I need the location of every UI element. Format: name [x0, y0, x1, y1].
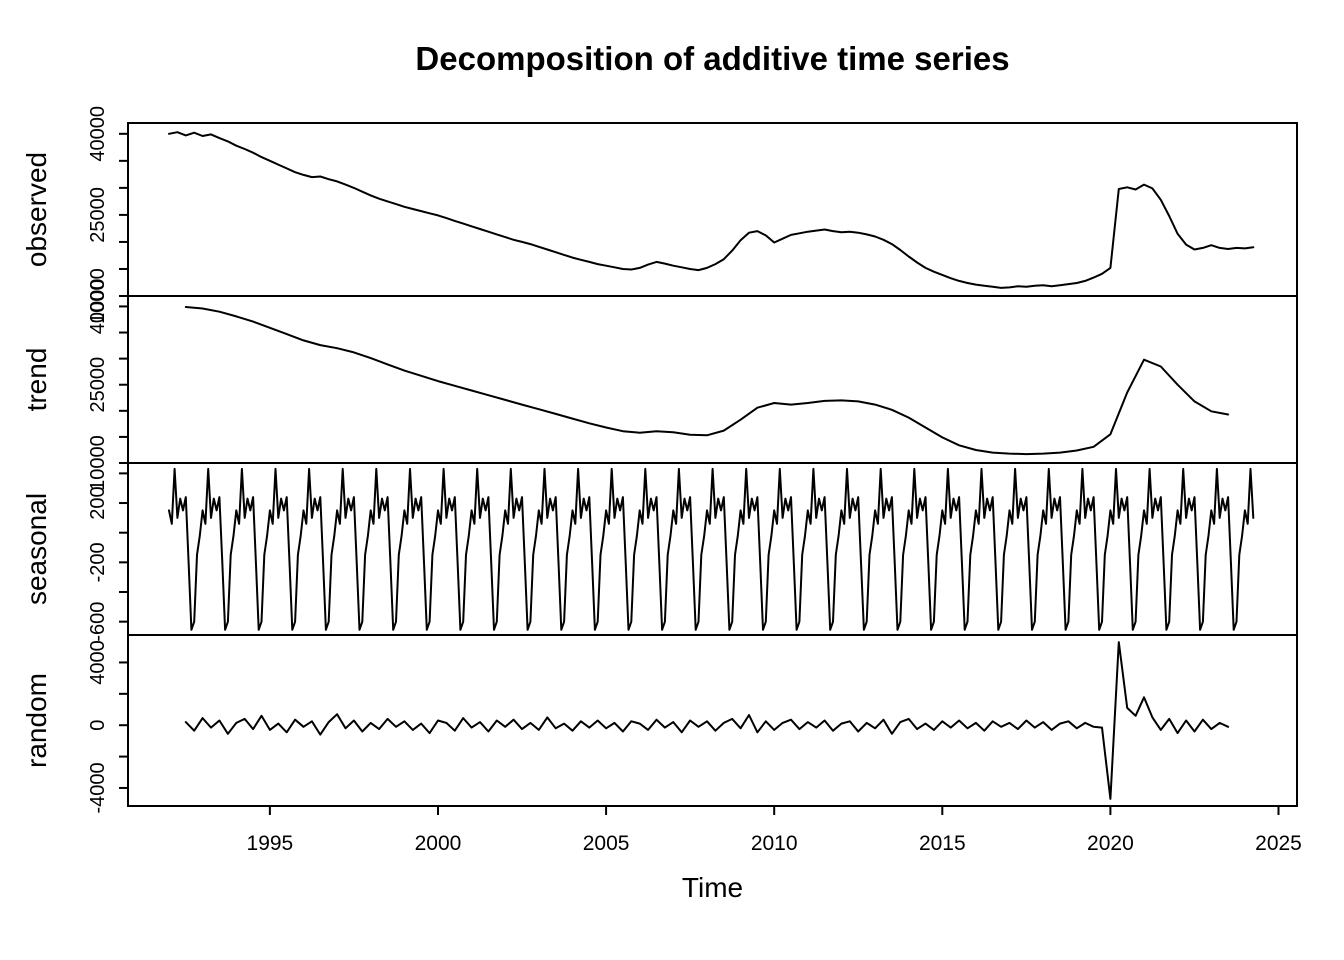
x-tick-label: 2015 [919, 832, 966, 855]
panel-label-random: random [21, 673, 52, 768]
observed-series [168, 131, 1255, 289]
y-tick-label-trend: 10000 [87, 435, 109, 491]
x-axis-title: Time [681, 872, 744, 903]
x-tick-label: 2025 [1255, 832, 1302, 855]
random-series [184, 641, 1230, 800]
x-tick-label: 1995 [247, 832, 294, 855]
plot-border [127, 122, 1298, 807]
y-tick-label-observed: 10000 [87, 268, 109, 324]
panel-label-trend: trend [21, 348, 52, 412]
y-tick-label-random: -4000 [87, 762, 109, 813]
x-tick-label: 2005 [583, 832, 630, 855]
seasonal-series [168, 467, 1255, 631]
y-tick-label-seasonal: -600 [87, 602, 109, 642]
panel-label-seasonal: seasonal [21, 493, 52, 605]
trend-series [184, 306, 1230, 456]
x-tick-label: 2020 [1087, 832, 1134, 855]
panel-label-observed: observed [21, 152, 52, 267]
y-tick-label-trend: 25000 [87, 357, 109, 413]
y-tick-label-random: 0 [87, 720, 109, 731]
chart-title: Decomposition of additive time series [415, 40, 1010, 77]
y-tick-label-seasonal: 200 [87, 486, 109, 519]
y-tick-label-observed: 25000 [87, 187, 109, 243]
x-tick-label: 2010 [751, 832, 798, 855]
y-tick-label-observed: 40000 [87, 106, 109, 162]
y-tick-label-trend: 40000 [87, 279, 109, 335]
x-tick-label: 2000 [415, 832, 462, 855]
y-tick-label-random: 4000 [87, 640, 109, 685]
y-tick-label-seasonal: -200 [87, 542, 109, 582]
